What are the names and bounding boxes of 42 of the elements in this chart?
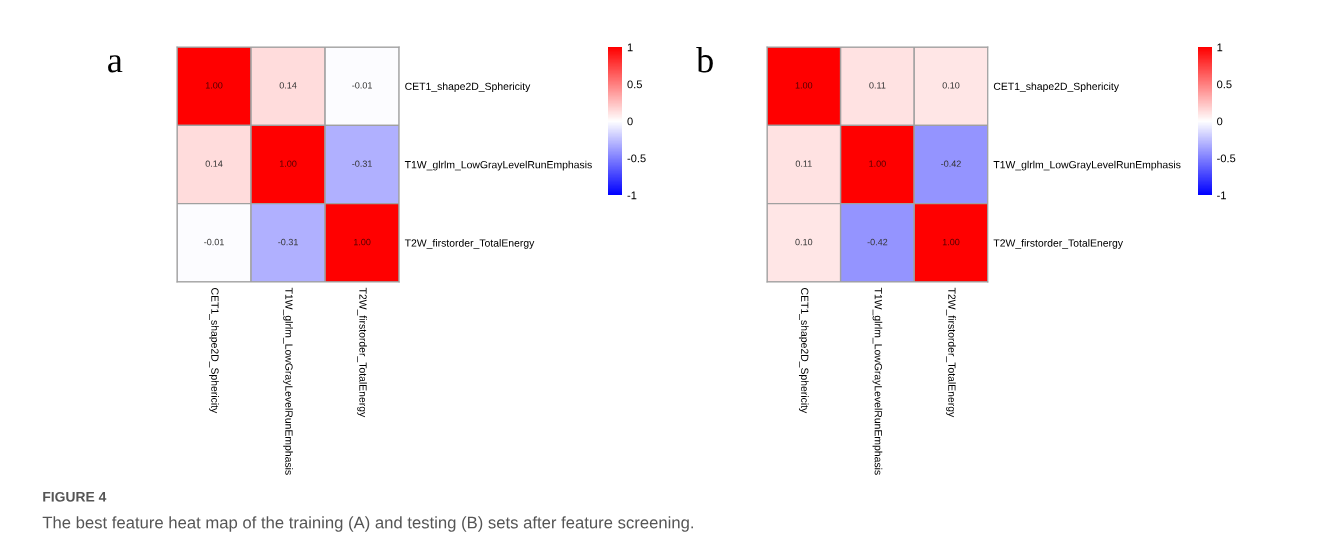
- y-tick-label: T2W_firstorder_TotalEnergy: [404, 239, 535, 249]
- y-tick-label: T1W_glrlm_LowGrayLevelRunEmphasis: [404, 160, 592, 171]
- color-bar-label: -1: [1217, 191, 1226, 200]
- x-tick-label: T1W_glrlm_LowGrayLevelRunEmphasis: [283, 287, 293, 475]
- data-label: 0.10: [795, 238, 813, 246]
- data-label: -0.01: [204, 238, 224, 246]
- color-bar-label: -0.5: [627, 154, 646, 163]
- data-label: 1.00: [354, 238, 371, 246]
- x-tick-label: CET1_shape2D_Sphericity: [798, 288, 809, 414]
- text: The best feature heat map of the training (A) and testing (B) sets after feature screening.: [42, 516, 693, 532]
- data-label: 1.00: [942, 238, 960, 246]
- color-bar-label: 0: [1217, 117, 1223, 126]
- y-tick-label: T1W_glrlm_LowGrayLevelRunEmphasis: [993, 160, 1181, 171]
- data-label: 0.14: [279, 82, 297, 89]
- y-tick-label: CET1_shape2D_Sphericity: [993, 82, 1119, 93]
- data-label: 0.10: [942, 82, 960, 89]
- data-label: 0.11: [795, 160, 812, 167]
- chart-title: a: [108, 55, 123, 73]
- color-bar-label: -0.5: [1217, 154, 1236, 163]
- color-bar-label: 0.5: [1217, 80, 1232, 89]
- data-label: 0.11: [869, 82, 886, 89]
- color-bar-label: -1: [627, 191, 637, 200]
- color-bar-label: 0.5: [627, 80, 642, 89]
- color-bar-label: 0: [627, 117, 633, 126]
- x-tick-label: CET1_shape2D_Sphericity: [209, 288, 219, 414]
- data-label: 1.00: [795, 82, 813, 89]
- data-label: 1.00: [869, 160, 886, 167]
- chart-title: b: [696, 47, 713, 73]
- color-bar-label: 1: [1217, 43, 1223, 52]
- data-label: -0.31: [352, 160, 372, 167]
- data-label: -0.01: [352, 82, 372, 89]
- color-bar-label: 1: [627, 43, 633, 52]
- x-tick-label: T1W_glrlm_LowGrayLevelRunEmphasis: [872, 287, 883, 475]
- data-label: 0.14: [205, 160, 223, 167]
- data-label: -0.31: [278, 238, 298, 246]
- caption: FIGURE 4: [43, 491, 107, 502]
- y-tick-label: T2W_firstorder_TotalEnergy: [993, 239, 1124, 249]
- data-label: -0.42: [867, 238, 888, 246]
- data-label: 1.00: [279, 160, 297, 167]
- data-label: -0.42: [941, 160, 961, 167]
- y-tick-label: CET1_shape2D_Sphericity: [405, 82, 531, 93]
- data-label: 1.00: [205, 82, 223, 89]
